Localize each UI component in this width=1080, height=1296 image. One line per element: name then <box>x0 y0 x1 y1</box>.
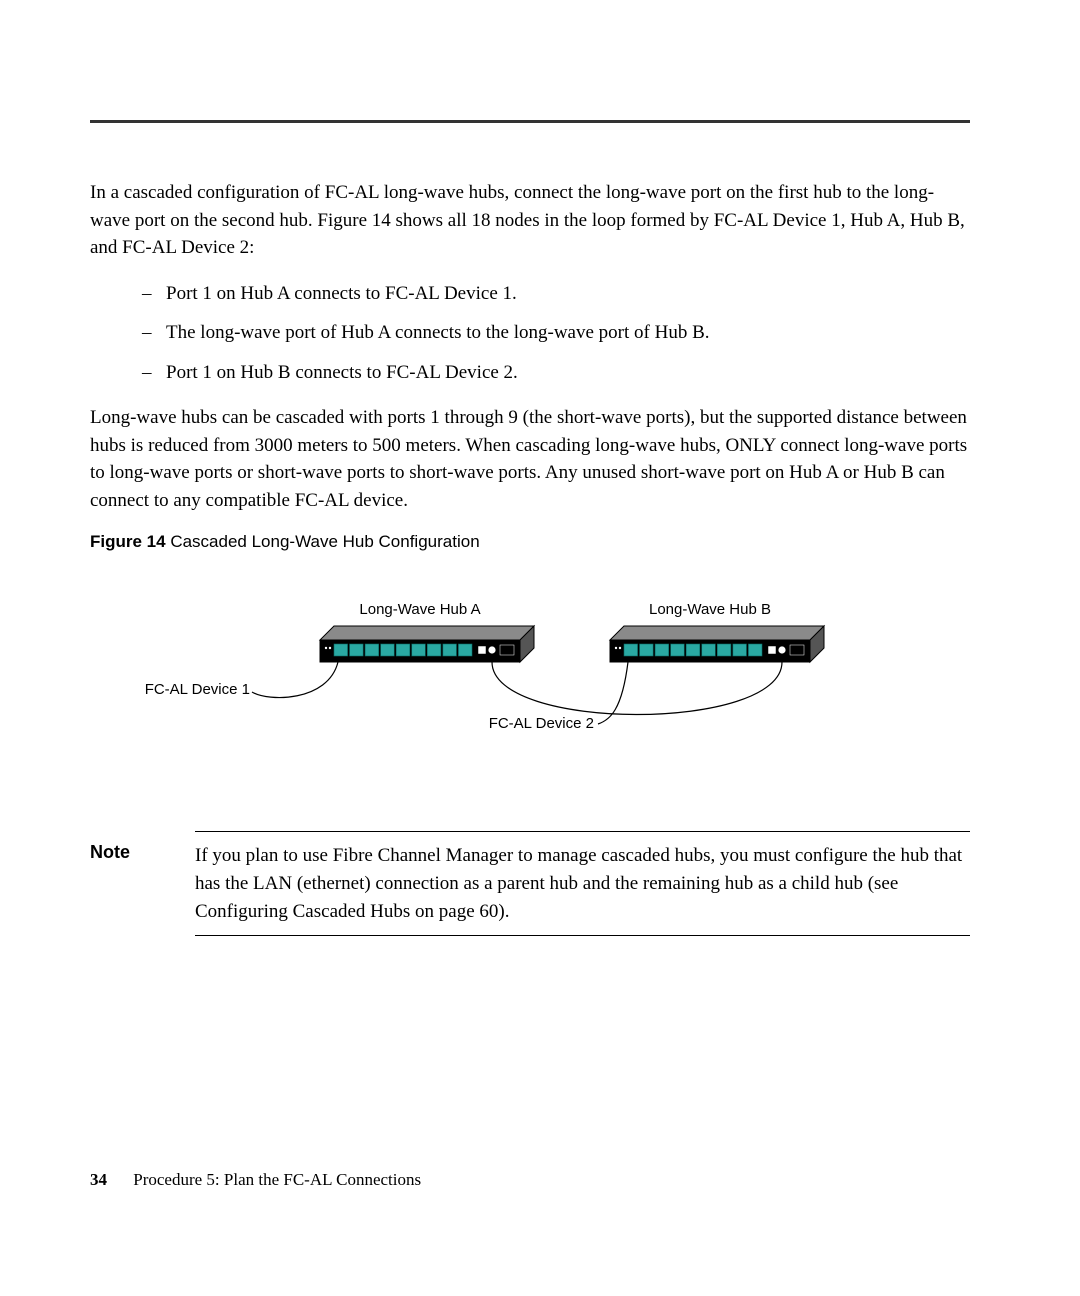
list-item: Port 1 on Hub A connects to FC-AL Device… <box>142 280 970 308</box>
page-number: 34 <box>90 1170 107 1189</box>
svg-text:FC-AL Device 2: FC-AL Device 2 <box>489 715 594 732</box>
svg-text:Long-Wave Hub B: Long-Wave Hub B <box>649 601 771 618</box>
note-text: If you plan to use Fibre Channel Manager… <box>195 842 970 925</box>
list-item: Port 1 on Hub B connects to FC-AL Device… <box>142 359 970 387</box>
paragraph-intro: In a cascaded configuration of FC-AL lon… <box>90 179 970 262</box>
note-rule <box>195 831 970 832</box>
figure-number: Figure 14 <box>90 532 166 551</box>
figure-diagram: Long-Wave Hub A Long-Wave Hub B FC-AL Devi… <box>90 576 970 771</box>
bullet-list: Port 1 on Hub A connects to FC-AL Device… <box>142 280 970 387</box>
footer-text: Procedure 5: Plan the FC-AL Connections <box>133 1170 421 1189</box>
note-block: Note If you plan to use Fibre Channel Ma… <box>90 831 970 936</box>
hub-diagram-icon: Long-Wave Hub A Long-Wave Hub B FC-AL Devi… <box>90 576 910 766</box>
top-rule <box>90 120 970 123</box>
svg-text:Long-Wave Hub A: Long-Wave Hub A <box>359 601 480 618</box>
figure-title: Cascaded Long-Wave Hub Configuration <box>166 532 480 551</box>
figure-caption: Figure 14 Cascaded Long-Wave Hub Configu… <box>90 532 970 552</box>
paragraph-details: Long-wave hubs can be cascaded with port… <box>90 404 970 514</box>
note-rule <box>195 935 970 936</box>
svg-text:FC-AL Device 1: FC-AL Device 1 <box>145 681 250 698</box>
list-item: The long-wave port of Hub A connects to … <box>142 319 970 347</box>
footer: 34 Procedure 5: Plan the FC-AL Connectio… <box>90 1170 421 1190</box>
note-label: Note <box>90 842 195 863</box>
